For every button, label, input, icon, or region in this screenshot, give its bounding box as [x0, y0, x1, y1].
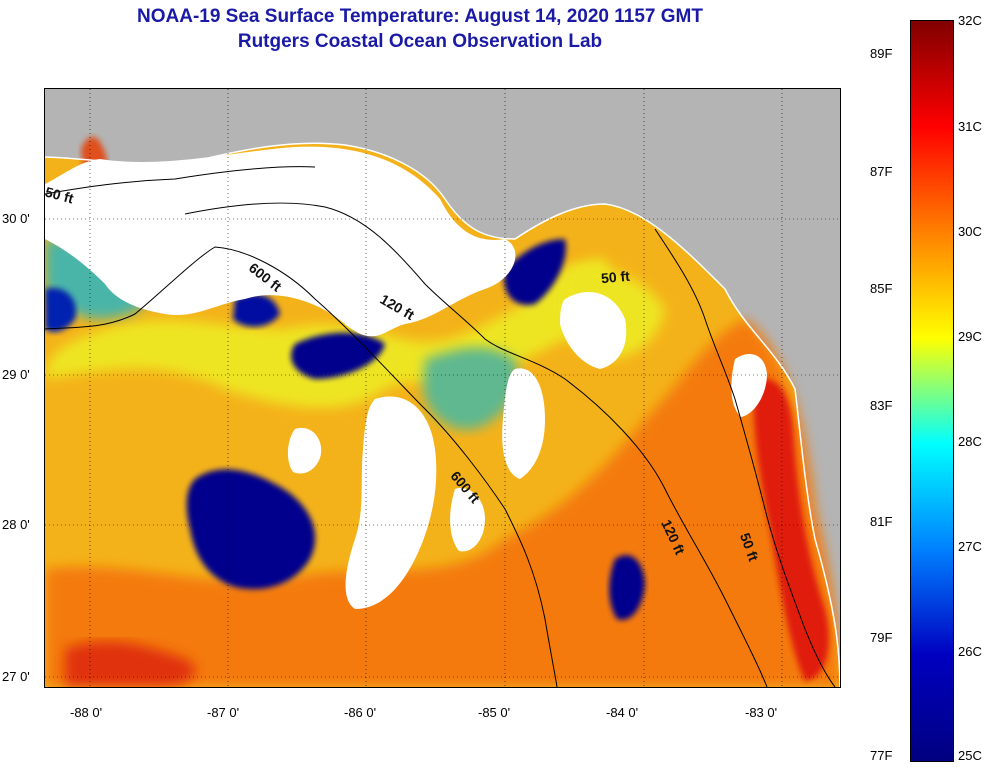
lon-label-87: -87 0' [207, 705, 240, 720]
lat-label-28: 28 0' [2, 517, 30, 532]
contour-50ft-east [654, 228, 836, 687]
lon-label-88: -88 0' [70, 705, 103, 720]
hot-water-southwest [65, 641, 196, 686]
lon-label-83: -83 0' [745, 705, 778, 720]
cloud-cover-coast [731, 354, 767, 417]
colorbar-label-81f: 81F [870, 514, 893, 529]
colorbar-label-87f: 87F [870, 164, 893, 179]
map-title: NOAA-19 Sea Surface Temperature: August … [137, 6, 703, 27]
hot-water-east [753, 378, 829, 681]
lon-label-85: -85 0' [478, 705, 511, 720]
cloud-cover-north [45, 146, 516, 337]
sst-map[interactable]: 50 ft 600 ft 120 ft 50 ft 600 ft 120 ft … [44, 88, 841, 688]
cloud-cover-northeast [560, 291, 627, 369]
cold-water-north [291, 332, 385, 379]
lat-label-30: 30 0' [2, 211, 30, 226]
lat-label-29: 29 0' [2, 367, 30, 382]
contour-50ft-west [45, 166, 316, 195]
cold-water-west [45, 288, 76, 332]
grid-lines [45, 89, 840, 687]
colorbar-label-30c: 30C [958, 224, 982, 239]
colorbar-label-26c: 26C [958, 644, 982, 659]
cold-water-southeast [609, 555, 645, 620]
colorbar-label-32c: 32C [958, 13, 982, 28]
colorbar-label-83f: 83F [870, 398, 893, 413]
colorbar-label-79f: 79F [870, 630, 893, 645]
cloud-cover-south [450, 488, 485, 552]
lon-label-86: -86 0' [344, 705, 377, 720]
colorbar-label-27c: 27C [958, 539, 982, 554]
contour-120ft [184, 202, 768, 687]
colorbar-label-28c: 28C [958, 434, 982, 449]
colorbar-label-77f: 77F [870, 748, 893, 763]
sst-map-canvas [45, 89, 840, 687]
contour-600ft [45, 246, 558, 687]
cold-water-central [186, 469, 316, 590]
cold-water-northeast [504, 239, 566, 305]
teal-band-east [423, 347, 518, 430]
coastline [45, 142, 840, 687]
colorbar-label-29c: 29C [958, 329, 982, 344]
colorbar-label-31c: 31C [958, 119, 982, 134]
colorbar-label-25c: 25C [958, 748, 982, 763]
lon-label-84: -84 0' [606, 705, 639, 720]
map-subtitle: Rutgers Coastal Ocean Observation Lab [237, 31, 603, 52]
cloud-cover-center [345, 396, 437, 609]
cold-water-northwest [233, 294, 280, 327]
colorbar-label-89f: 89F [870, 46, 893, 61]
lat-label-27: 27 0' [2, 669, 30, 684]
contour-label-50ft-north: 50 ft [600, 267, 631, 287]
cloud-cover-southwest [287, 427, 322, 474]
temperature-colorbar [910, 20, 954, 762]
cloud-cover-east [502, 368, 545, 479]
colorbar-label-85f: 85F [870, 281, 893, 296]
